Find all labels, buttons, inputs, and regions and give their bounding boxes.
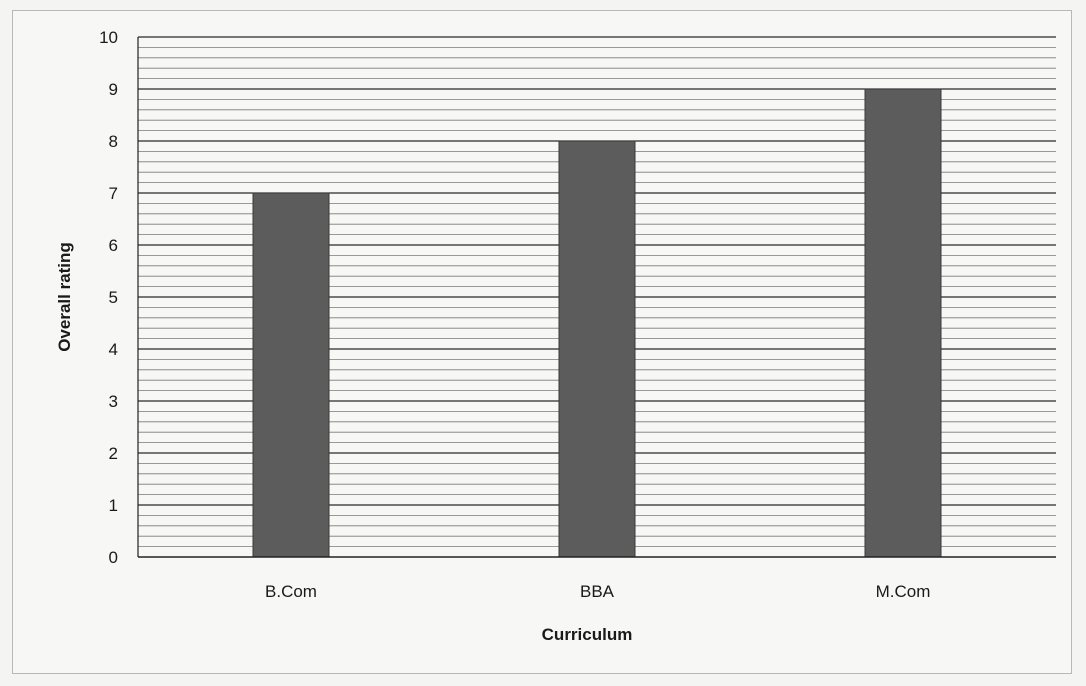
x-tick-labels: B.Com BBA M.Com (265, 582, 930, 601)
y-tick-label: 5 (109, 288, 118, 307)
bar-b-com (252, 192, 330, 558)
y-tick-labels: 0 1 2 3 4 5 6 7 8 9 10 (99, 28, 118, 567)
axes (137, 37, 1056, 558)
x-tick-label: BBA (580, 582, 615, 601)
bar-m-com (864, 88, 942, 558)
y-tick-label: 7 (109, 184, 118, 203)
y-tick-label: 4 (109, 340, 118, 359)
y-tick-label: 8 (109, 132, 118, 151)
y-tick-label: 3 (109, 392, 118, 411)
bars (252, 88, 942, 558)
x-tick-label: M.Com (876, 582, 931, 601)
x-axis-title: Curriculum (542, 625, 633, 644)
y-tick-label: 0 (109, 548, 118, 567)
x-tick-label: B.Com (265, 582, 317, 601)
y-tick-label: 1 (109, 496, 118, 515)
y-tick-label: 9 (109, 80, 118, 99)
bar-bba (558, 140, 636, 558)
y-tick-label: 2 (109, 444, 118, 463)
y-tick-label: 6 (109, 236, 118, 255)
y-axis-title: Overall rating (55, 242, 74, 352)
y-tick-label: 10 (99, 28, 118, 47)
